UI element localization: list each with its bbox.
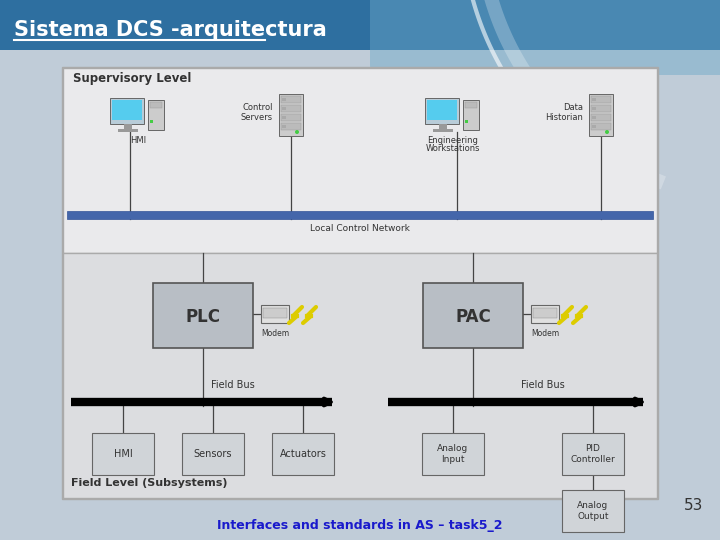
Text: Servers: Servers (241, 113, 273, 123)
FancyBboxPatch shape (370, 0, 720, 75)
Bar (425, 98, 459, 124)
Text: Analog
Input: Analog Input (437, 444, 469, 464)
Bar (439, 124, 447, 129)
Text: Control: Control (243, 104, 273, 112)
Text: Field Bus: Field Bus (211, 380, 255, 390)
Text: Historian: Historian (545, 113, 583, 123)
Bar (150, 120, 153, 123)
Bar (463, 100, 479, 130)
Bar (261, 305, 289, 323)
Bar (112, 100, 142, 120)
Bar (153, 283, 253, 348)
Bar (533, 308, 557, 318)
Bar (531, 305, 559, 323)
Text: HMI: HMI (130, 136, 146, 145)
Bar (591, 105, 611, 112)
Bar (63, 253, 657, 498)
Bar (148, 100, 164, 130)
Bar (465, 102, 477, 108)
Text: Sistema DCS -arquitectura: Sistema DCS -arquitectura (14, 20, 327, 40)
Text: 53: 53 (683, 498, 703, 513)
Circle shape (295, 130, 299, 134)
Bar (182, 433, 244, 475)
Text: Local Control Network: Local Control Network (310, 224, 410, 233)
Bar (279, 94, 303, 136)
Text: PAC: PAC (455, 308, 491, 326)
Text: Supervisory Level: Supervisory Level (73, 72, 192, 85)
Bar (150, 102, 162, 108)
Bar (282, 98, 286, 101)
Bar (282, 116, 286, 119)
Text: PID
Controller: PID Controller (571, 444, 616, 464)
Bar (67, 211, 653, 219)
Bar (591, 123, 611, 130)
Bar (591, 114, 611, 121)
Bar (592, 125, 596, 128)
Text: Engineering: Engineering (428, 136, 478, 145)
Bar (433, 129, 453, 132)
Bar (591, 96, 611, 103)
Bar (281, 114, 301, 121)
Text: Modem: Modem (531, 329, 559, 338)
Bar (62, 67, 658, 499)
Bar (562, 433, 624, 475)
Bar (92, 433, 154, 475)
Text: PLC: PLC (186, 308, 220, 326)
Bar (562, 490, 624, 532)
Bar (422, 433, 484, 475)
Bar (263, 308, 287, 318)
Bar (592, 116, 596, 119)
Text: Field Level (Subsystems): Field Level (Subsystems) (71, 478, 228, 488)
Bar (281, 123, 301, 130)
Bar (465, 120, 468, 123)
Bar (427, 100, 457, 120)
Text: Sensors: Sensors (194, 449, 233, 459)
Text: Data: Data (563, 104, 583, 112)
Bar (63, 68, 657, 253)
Text: Actuators: Actuators (279, 449, 326, 459)
Text: Interfaces and standards in AS – task5_2: Interfaces and standards in AS – task5_2 (217, 518, 503, 531)
Text: Workstations: Workstations (426, 144, 480, 153)
Bar (118, 129, 138, 132)
Text: Field Bus: Field Bus (521, 380, 565, 390)
Text: Modem: Modem (261, 329, 289, 338)
Bar (124, 124, 132, 129)
Bar (423, 283, 523, 348)
Bar (110, 98, 144, 124)
Bar (0, 0, 720, 50)
Bar (281, 96, 301, 103)
Bar (282, 125, 286, 128)
Bar (281, 105, 301, 112)
Bar (592, 98, 596, 101)
Bar (592, 107, 596, 110)
Circle shape (605, 130, 609, 134)
Text: Analog
Output: Analog Output (577, 501, 608, 521)
Bar (272, 433, 334, 475)
Bar (282, 107, 286, 110)
Text: HMI: HMI (114, 449, 132, 459)
Bar (589, 94, 613, 136)
